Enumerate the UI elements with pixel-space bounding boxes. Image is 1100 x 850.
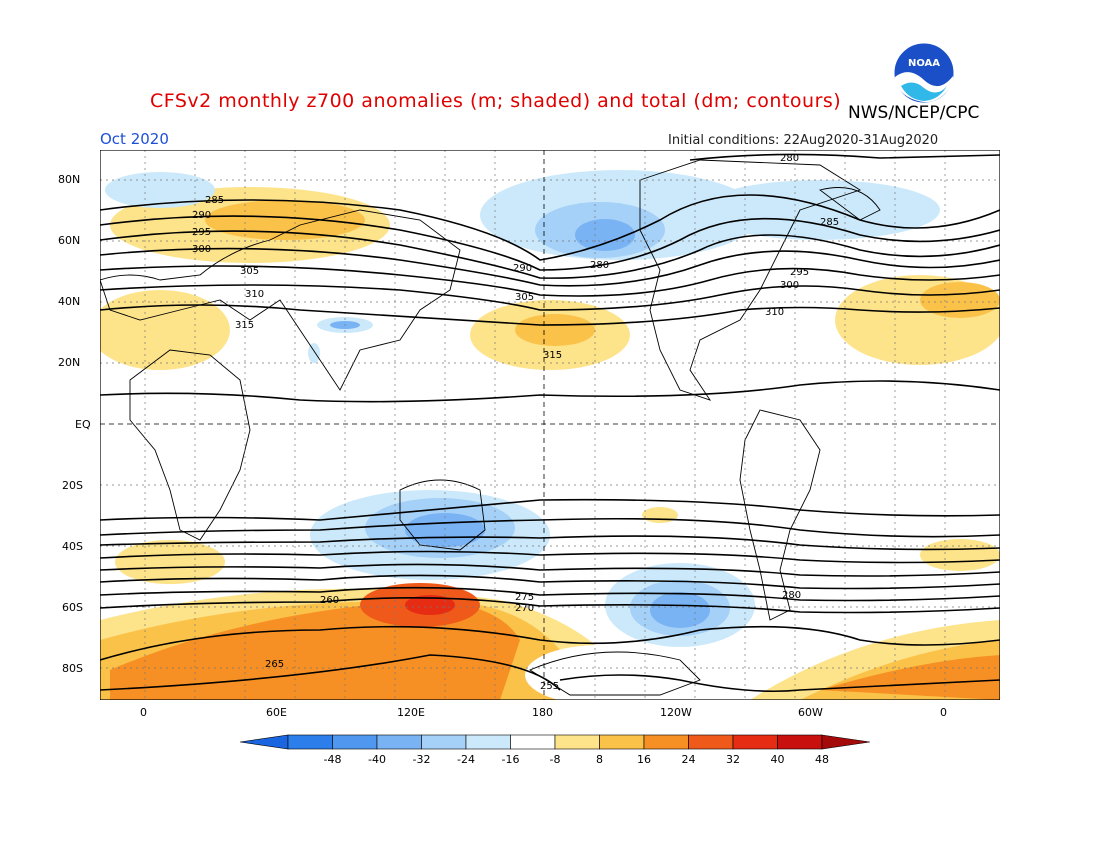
- colorbar-tick-label: 16: [637, 753, 651, 766]
- month-label: Oct 2020: [100, 130, 169, 148]
- colorbar-tick-label: 8: [596, 753, 603, 766]
- colorbar-cell: [777, 734, 823, 750]
- initial-conditions: Initial conditions: 22Aug2020-31Aug2020: [668, 133, 939, 148]
- contour-labels: 280 285 290 295 300 305 310 315 280 285 …: [192, 153, 839, 692]
- colorbar-cell: [421, 734, 467, 750]
- anomaly-map: 280 285 290 295 300 305 310 315 280 285 …: [100, 150, 1000, 700]
- lat-label-eq: EQ: [75, 418, 91, 431]
- contour-label: 295: [192, 227, 211, 238]
- colorbar-cell: [287, 734, 333, 750]
- colorbar-tick-label: -8: [550, 753, 561, 766]
- contour-label: 295: [790, 267, 809, 278]
- positive-anomalies: [100, 187, 1000, 700]
- contour-label: 280: [590, 260, 609, 271]
- colorbar-cell: [599, 734, 645, 750]
- contour-label: 305: [515, 292, 534, 303]
- contour-label: 265: [265, 659, 284, 670]
- colorbar-tick-label: 24: [682, 753, 696, 766]
- lat-label-60n: 60N: [58, 234, 81, 247]
- lat-label-80s: 80S: [62, 662, 83, 675]
- colorbar-arrow-left: [240, 734, 289, 750]
- coastlines: [100, 159, 881, 696]
- contour-label: 300: [192, 244, 211, 255]
- map-title: CFSv2 monthly z700 anomalies (m; shaded)…: [150, 90, 842, 112]
- colorbar-tick-label: 40: [771, 753, 785, 766]
- contour-label: 255: [540, 681, 559, 692]
- noaa-logo: NOAA: [893, 42, 955, 104]
- contour-label: 285: [820, 217, 839, 228]
- colorbar-cell: [465, 734, 511, 750]
- colorbar-tick-label: 48: [815, 753, 829, 766]
- contour-label: 275: [515, 592, 534, 603]
- colorbar-cell: [688, 734, 734, 750]
- colorbar-tick-label: -40: [368, 753, 386, 766]
- contour-label: 310: [245, 289, 264, 300]
- lat-label-20s: 20S: [62, 479, 83, 492]
- colorbar-tick-label: -16: [502, 753, 520, 766]
- contour-label: 315: [543, 350, 562, 361]
- colorbar-cell: [332, 734, 378, 750]
- contour-lines: [100, 153, 1000, 693]
- contour-label: 260: [320, 595, 339, 606]
- contour-label: 280: [780, 153, 799, 164]
- colorbar-tick-label: -48: [324, 753, 342, 766]
- lat-label-80n: 80N: [58, 173, 81, 186]
- contour-label: 290: [513, 263, 532, 274]
- agency-label: NWS/NCEP/CPC: [848, 103, 980, 123]
- logo-text: NOAA: [908, 58, 940, 69]
- contour-label: 270: [515, 603, 534, 614]
- contour-label: 280: [782, 590, 801, 601]
- colorbar-tick-label: -24: [457, 753, 475, 766]
- lat-label-20n: 20N: [58, 356, 81, 369]
- colorbar-cell: [732, 734, 778, 750]
- contour-label: 315: [235, 320, 254, 331]
- colorbar-cell: [643, 734, 689, 750]
- grid-lines: [100, 150, 1000, 700]
- contour-label: 290: [192, 210, 211, 221]
- contour-label: 285: [205, 195, 224, 206]
- contour-label: 300: [780, 280, 799, 291]
- colorbar-arrow-right: [821, 734, 870, 750]
- colorbar-cell: [510, 734, 556, 750]
- contour-label: 310: [765, 307, 784, 318]
- colorbar: -48 -40 -32 -24 -16 -8 8 16 24 32 40 48: [240, 734, 870, 766]
- colorbar-tick-label: 32: [726, 753, 740, 766]
- colorbar-cell: [554, 734, 600, 750]
- lat-label-40s: 40S: [62, 540, 83, 553]
- contour-label: 305: [240, 266, 259, 277]
- lat-label-60s: 60S: [62, 601, 83, 614]
- lat-label-40n: 40N: [58, 295, 81, 308]
- colorbar-cell: [376, 734, 422, 750]
- equator-and-dateline: [100, 150, 1000, 700]
- colorbar-tick-label: -32: [413, 753, 431, 766]
